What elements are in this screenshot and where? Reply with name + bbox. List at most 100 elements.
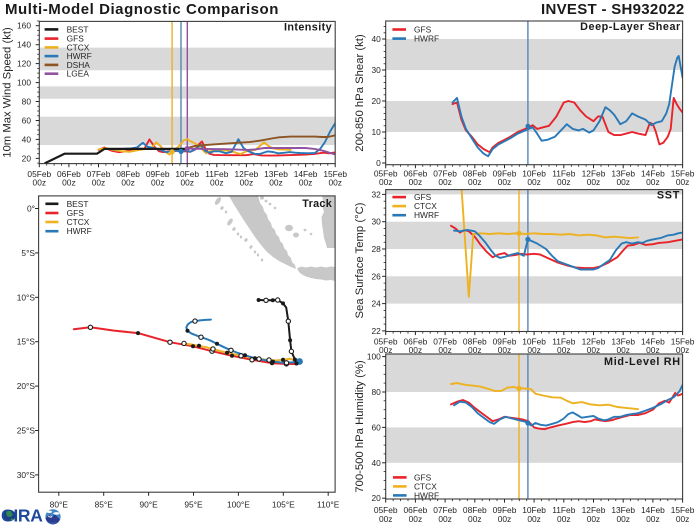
svg-text:110°E: 110°E xyxy=(317,500,340,510)
svg-text:00z: 00z xyxy=(438,345,452,355)
svg-text:Sea Surface Temp (°C): Sea Surface Temp (°C) xyxy=(354,202,366,318)
svg-text:05Feb: 05Feb xyxy=(27,169,51,179)
svg-text:SST: SST xyxy=(657,189,680,201)
svg-text:07Feb: 07Feb xyxy=(433,505,457,515)
svg-text:Track: Track xyxy=(302,198,332,210)
svg-text:HWRF: HWRF xyxy=(67,51,92,61)
svg-text:00z: 00z xyxy=(409,177,423,187)
svg-text:GFS: GFS xyxy=(414,192,432,202)
svg-text:08Feb: 08Feb xyxy=(463,505,487,515)
svg-text:06Feb: 06Feb xyxy=(404,336,428,346)
svg-text:40: 40 xyxy=(22,134,32,144)
svg-text:14Feb: 14Feb xyxy=(641,505,665,515)
svg-text:00z: 00z xyxy=(92,178,106,188)
svg-text:13Feb: 13Feb xyxy=(611,505,635,515)
svg-text:Deep-Layer Shear: Deep-Layer Shear xyxy=(580,21,681,33)
svg-text:CTCX: CTCX xyxy=(414,201,437,211)
svg-text:GFS: GFS xyxy=(414,472,432,482)
svg-text:CTCX: CTCX xyxy=(67,217,90,227)
svg-text:80: 80 xyxy=(371,387,381,397)
svg-text:Multi-Model Diagnostic Compari: Multi-Model Diagnostic Comparison xyxy=(5,1,279,18)
svg-text:00z: 00z xyxy=(557,177,571,187)
svg-text:11Feb: 11Feb xyxy=(552,336,575,346)
svg-text:00z: 00z xyxy=(557,514,571,524)
svg-text:00z: 00z xyxy=(121,178,135,188)
svg-text:00z: 00z xyxy=(616,514,630,524)
svg-text:00z: 00z xyxy=(527,514,541,524)
svg-text:12Feb: 12Feb xyxy=(235,169,259,179)
svg-text:06Feb: 06Feb xyxy=(404,168,428,178)
svg-text:07Feb: 07Feb xyxy=(433,336,457,346)
svg-text:00z: 00z xyxy=(616,177,630,187)
svg-text:05Feb: 05Feb xyxy=(374,336,398,346)
svg-text:00z: 00z xyxy=(646,514,660,524)
svg-text:30°S: 30°S xyxy=(17,470,36,480)
svg-text:30: 30 xyxy=(371,217,381,227)
svg-text:85°E: 85°E xyxy=(95,500,114,510)
svg-text:00z: 00z xyxy=(299,178,313,188)
svg-text:0°: 0° xyxy=(27,204,35,214)
svg-text:00z: 00z xyxy=(468,514,482,524)
svg-text:08Feb: 08Feb xyxy=(463,168,487,178)
svg-text:00z: 00z xyxy=(498,345,512,355)
svg-text:12Feb: 12Feb xyxy=(582,505,606,515)
svg-text:00z: 00z xyxy=(269,178,283,188)
svg-text:00z: 00z xyxy=(616,345,630,355)
svg-text:00z: 00z xyxy=(438,514,452,524)
svg-text:07Feb: 07Feb xyxy=(87,169,111,179)
svg-text:10Feb: 10Feb xyxy=(522,505,546,515)
svg-text:10Feb: 10Feb xyxy=(522,168,546,178)
svg-text:00z: 00z xyxy=(676,514,690,524)
svg-text:25°S: 25°S xyxy=(17,426,36,436)
svg-text:00z: 00z xyxy=(646,345,660,355)
svg-text:00z: 00z xyxy=(379,514,393,524)
svg-text:00z: 00z xyxy=(498,177,512,187)
svg-text:00z: 00z xyxy=(587,345,601,355)
svg-text:100: 100 xyxy=(367,352,381,362)
svg-text:14Feb: 14Feb xyxy=(641,336,665,346)
svg-text:GFS: GFS xyxy=(67,208,85,218)
svg-text:15Feb: 15Feb xyxy=(671,168,695,178)
svg-text:00z: 00z xyxy=(33,178,47,188)
svg-text:00z: 00z xyxy=(180,178,194,188)
svg-text:10°S: 10°S xyxy=(17,292,36,302)
svg-text:5°S: 5°S xyxy=(21,248,35,258)
svg-text:15Feb: 15Feb xyxy=(323,169,347,179)
svg-text:00z: 00z xyxy=(210,178,224,188)
svg-text:30: 30 xyxy=(371,65,381,75)
svg-text:00z: 00z xyxy=(646,177,660,187)
svg-text:13Feb: 13Feb xyxy=(264,169,288,179)
svg-text:80°E: 80°E xyxy=(50,500,69,510)
svg-text:80: 80 xyxy=(22,97,32,107)
svg-text:00z: 00z xyxy=(498,514,512,524)
svg-text:Mid-Level RH: Mid-Level RH xyxy=(604,356,681,368)
svg-text:11Feb: 11Feb xyxy=(552,168,575,178)
svg-text:Intensity: Intensity xyxy=(284,21,332,33)
svg-text:20°S: 20°S xyxy=(17,381,36,391)
svg-text:HWRF: HWRF xyxy=(414,34,439,44)
svg-text:00z: 00z xyxy=(587,177,601,187)
svg-text:20: 20 xyxy=(371,493,381,503)
svg-text:26: 26 xyxy=(371,271,381,281)
svg-text:10: 10 xyxy=(371,127,381,137)
svg-text:12Feb: 12Feb xyxy=(582,336,606,346)
svg-text:CTCX: CTCX xyxy=(67,42,90,52)
svg-text:06Feb: 06Feb xyxy=(404,505,428,515)
svg-text:INVEST - SH932022: INVEST - SH932022 xyxy=(541,1,685,18)
svg-text:28: 28 xyxy=(371,244,381,254)
svg-text:15°S: 15°S xyxy=(17,337,36,347)
svg-text:00z: 00z xyxy=(379,177,393,187)
svg-text:120: 120 xyxy=(17,59,31,69)
svg-text:10m Max Wind Speed (kt): 10m Max Wind Speed (kt) xyxy=(2,27,14,158)
svg-text:40: 40 xyxy=(371,458,381,468)
svg-text:90°E: 90°E xyxy=(139,500,158,510)
svg-text:100: 100 xyxy=(17,78,31,88)
svg-text:13Feb: 13Feb xyxy=(611,336,635,346)
svg-text:00z: 00z xyxy=(62,178,76,188)
svg-text:00z: 00z xyxy=(409,514,423,524)
svg-text:20: 20 xyxy=(371,96,381,106)
svg-text:08Feb: 08Feb xyxy=(116,169,140,179)
svg-text:CTCX: CTCX xyxy=(414,481,437,491)
svg-text:09Feb: 09Feb xyxy=(146,169,170,179)
svg-text:00z: 00z xyxy=(409,345,423,355)
